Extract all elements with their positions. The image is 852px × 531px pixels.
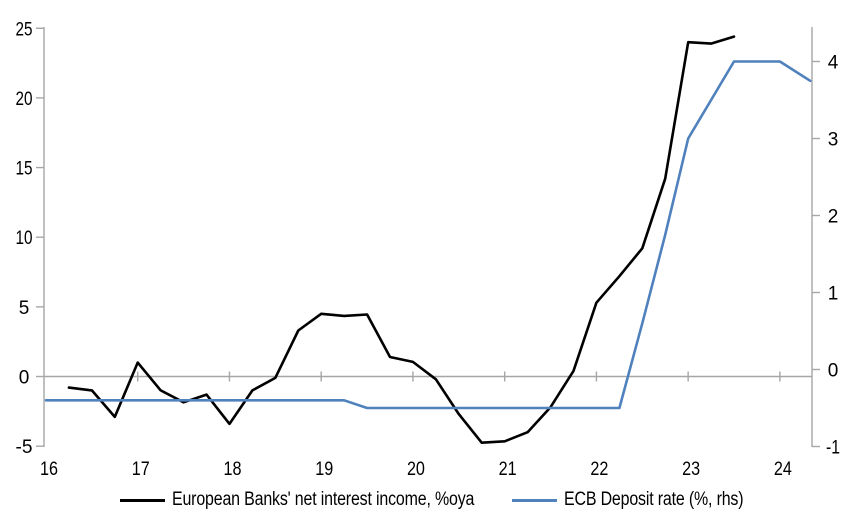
deposit-rate-line-swatch xyxy=(512,498,557,502)
legend-label-nii: European Banks' net interest income, %oy… xyxy=(172,489,475,510)
nii-line-swatch xyxy=(120,498,165,502)
right-axis-label: 3 xyxy=(828,130,839,151)
left-axis-label: 0 xyxy=(19,368,30,389)
x-axis-label: 19 xyxy=(315,459,333,480)
x-axis-label: 20 xyxy=(407,459,425,480)
x-axis-label: 24 xyxy=(774,459,792,480)
deposit-rate-line-series xyxy=(44,60,812,410)
right-axis-label: 1 xyxy=(828,284,839,305)
x-axis-label: 21 xyxy=(499,459,517,480)
right-axis-label: -1 xyxy=(826,438,840,459)
left-axis-label: -5 xyxy=(16,437,33,458)
left-axis-label: 20 xyxy=(16,89,33,110)
legend-label-deposit-rate: ECB Deposit rate (%, rhs) xyxy=(564,489,744,510)
x-axis-label: 23 xyxy=(682,459,700,480)
x-axis-label: 18 xyxy=(223,459,241,480)
left-axis-label: 5 xyxy=(19,298,30,319)
right-axis-label: 2 xyxy=(828,207,839,228)
right-axis-label: 4 xyxy=(828,53,839,74)
left-axis-label: 15 xyxy=(16,159,33,180)
x-axis-label: 16 xyxy=(40,459,58,480)
legend-item-deposit-rate: ECB Deposit rate (%, rhs) xyxy=(512,489,778,511)
nii-line-series xyxy=(67,35,736,445)
x-axis-label: 22 xyxy=(590,459,608,480)
left-axis-label: 10 xyxy=(16,228,33,249)
x-axis-label: 17 xyxy=(132,459,150,480)
right-axis-label: 0 xyxy=(828,361,839,382)
left-axis-label: 25 xyxy=(16,19,33,40)
legend-item-nii: European Banks' net interest income, %oy… xyxy=(120,489,532,511)
